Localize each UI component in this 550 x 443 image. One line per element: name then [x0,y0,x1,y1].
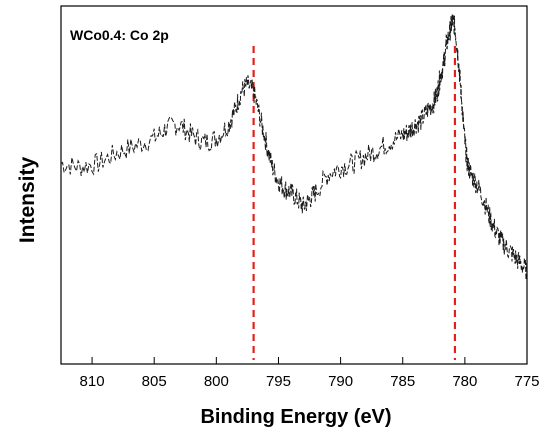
x-axis-title: Binding Energy (eV) [200,406,391,428]
x-tick-label: 785 [390,373,415,390]
x-tick-label: 805 [142,373,167,390]
x-tick-label: 800 [204,373,229,390]
series-group [60,14,528,280]
y-axis-title: Intensity [16,157,39,244]
x-tick-label: 780 [452,373,477,390]
x-tick-label: 795 [266,373,291,390]
x-tick-label: 790 [328,373,353,390]
spectrum-line [60,14,528,280]
reference-lines [252,46,457,360]
x-tick-label: 810 [80,373,105,390]
panel-title: WCo0.4: Co 2p [70,27,169,43]
x-axis-ticks: 810 805 800 795 790 785 780 775 [80,357,540,390]
x-tick-label: 775 [514,373,539,390]
plot-frame [60,5,528,365]
